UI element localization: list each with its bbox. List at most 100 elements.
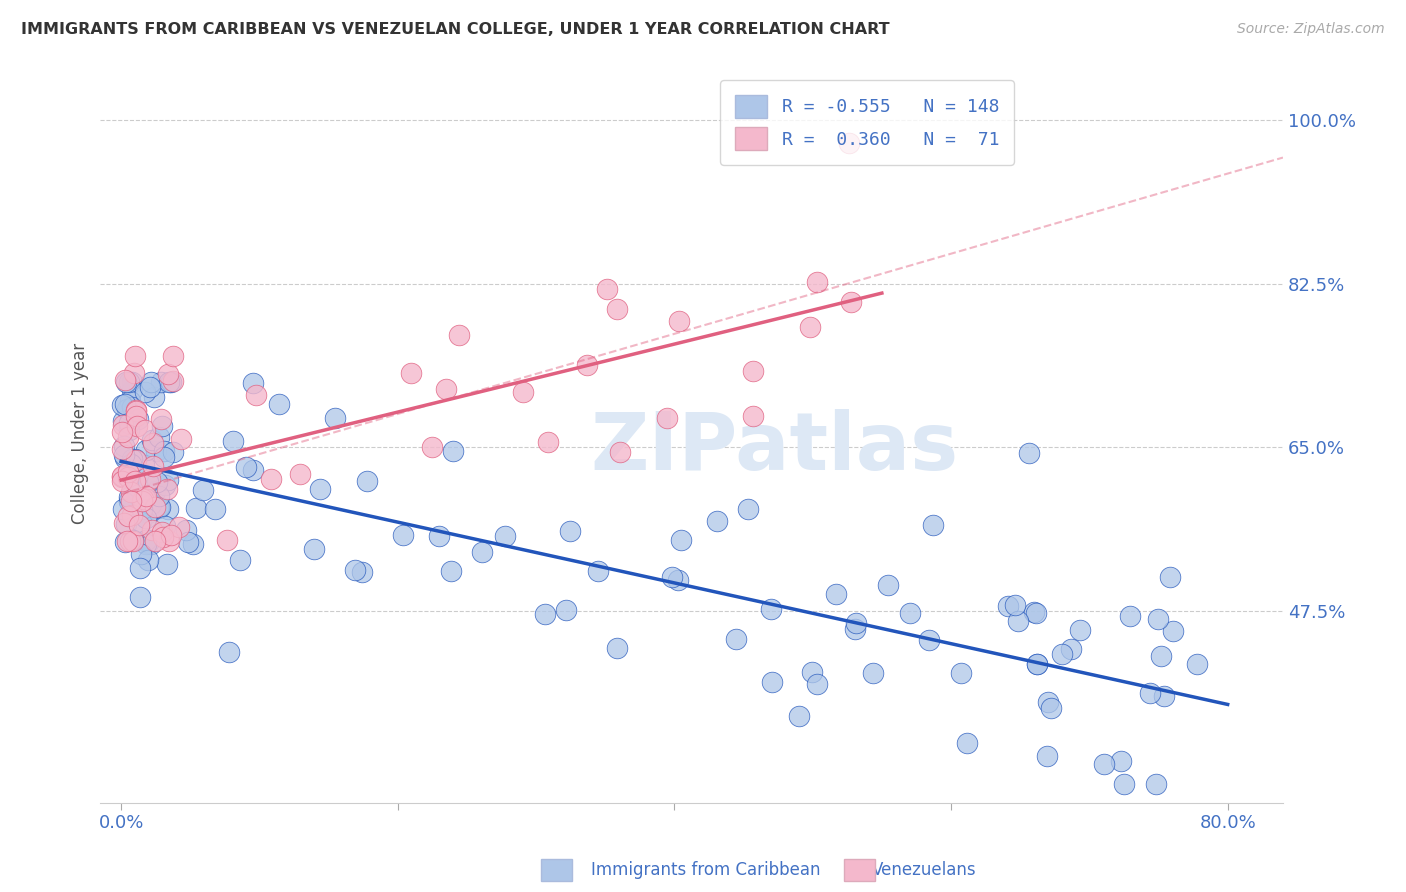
- Point: [122, 366, 145, 380]
- Point: [118, 375, 141, 389]
- Point: [1146, 777, 1168, 791]
- Point: [471, 545, 494, 559]
- Point: [132, 492, 155, 507]
- Point: [148, 500, 170, 514]
- Point: [131, 494, 153, 508]
- Point: [1036, 695, 1059, 709]
- Point: [143, 500, 166, 514]
- Point: [127, 480, 149, 494]
- Point: [162, 374, 184, 388]
- Point: [124, 474, 146, 488]
- Point: [447, 328, 470, 343]
- Point: [741, 364, 763, 378]
- Point: [135, 489, 157, 503]
- Point: [245, 388, 267, 402]
- Point: [1025, 606, 1047, 620]
- Point: [1185, 657, 1208, 672]
- Point: [143, 483, 166, 498]
- Point: [121, 451, 143, 466]
- Point: [162, 349, 184, 363]
- Point: [128, 517, 150, 532]
- Point: [117, 430, 139, 444]
- Point: [160, 375, 183, 389]
- Point: [149, 500, 172, 514]
- Point: [800, 665, 823, 679]
- Point: [838, 136, 860, 150]
- Point: [575, 358, 598, 372]
- Point: [125, 403, 148, 417]
- Point: [121, 401, 143, 415]
- Point: [242, 376, 264, 390]
- Point: [152, 418, 174, 433]
- Point: [512, 385, 534, 400]
- Point: [118, 491, 141, 505]
- Point: [136, 536, 159, 550]
- Point: [129, 561, 152, 575]
- Point: [824, 586, 846, 600]
- Point: [141, 523, 163, 537]
- Point: [668, 573, 690, 587]
- Point: [117, 401, 139, 416]
- Point: [1022, 605, 1045, 619]
- Point: [117, 509, 139, 524]
- Point: [655, 410, 678, 425]
- Point: [668, 314, 690, 328]
- Point: [124, 349, 146, 363]
- Point: [290, 467, 312, 481]
- Point: [139, 380, 162, 394]
- Legend: R = -0.555   N = 148, R =  0.360   N =  71: R = -0.555 N = 148, R = 0.360 N = 71: [720, 80, 1014, 165]
- Point: [148, 500, 170, 515]
- Point: [135, 537, 157, 551]
- Point: [191, 483, 214, 498]
- Point: [1040, 700, 1063, 714]
- Point: [152, 530, 174, 544]
- Text: Immigrants from Caribbean: Immigrants from Caribbean: [591, 861, 820, 879]
- Point: [806, 677, 828, 691]
- Point: [150, 525, 173, 540]
- Text: IMMIGRANTS FROM CARIBBEAN VS VENEZUELAN COLLEGE, UNDER 1 YEAR CORRELATION CHART: IMMIGRANTS FROM CARIBBEAN VS VENEZUELAN …: [21, 22, 890, 37]
- Point: [129, 590, 152, 604]
- Point: [862, 666, 884, 681]
- Point: [949, 666, 972, 681]
- Point: [139, 533, 162, 547]
- Point: [120, 485, 142, 500]
- Point: [125, 419, 148, 434]
- Point: [112, 449, 135, 463]
- Point: [921, 517, 943, 532]
- Point: [141, 537, 163, 551]
- Point: [142, 436, 165, 450]
- Point: [132, 458, 155, 472]
- Point: [1060, 641, 1083, 656]
- Point: [124, 452, 146, 467]
- Point: [1092, 756, 1115, 771]
- Point: [181, 536, 204, 550]
- Point: [420, 440, 443, 454]
- Point: [136, 552, 159, 566]
- Point: [157, 367, 180, 381]
- Point: [427, 529, 450, 543]
- Point: [1007, 614, 1029, 628]
- Point: [115, 533, 138, 548]
- Point: [1025, 657, 1047, 671]
- Point: [799, 319, 821, 334]
- Point: [148, 489, 170, 503]
- Point: [111, 417, 134, 432]
- Point: [115, 375, 138, 389]
- Point: [787, 709, 810, 723]
- Point: [125, 409, 148, 424]
- Point: [118, 423, 141, 437]
- Point: [555, 603, 578, 617]
- Point: [145, 443, 167, 458]
- Point: [156, 473, 179, 487]
- Point: [537, 435, 560, 450]
- Point: [177, 535, 200, 549]
- Point: [596, 281, 619, 295]
- Point: [706, 514, 728, 528]
- Point: [845, 615, 868, 630]
- Point: [157, 533, 180, 548]
- Point: [494, 529, 516, 543]
- Point: [1069, 623, 1091, 637]
- Point: [724, 632, 747, 646]
- Point: [110, 470, 132, 484]
- Point: [135, 443, 157, 458]
